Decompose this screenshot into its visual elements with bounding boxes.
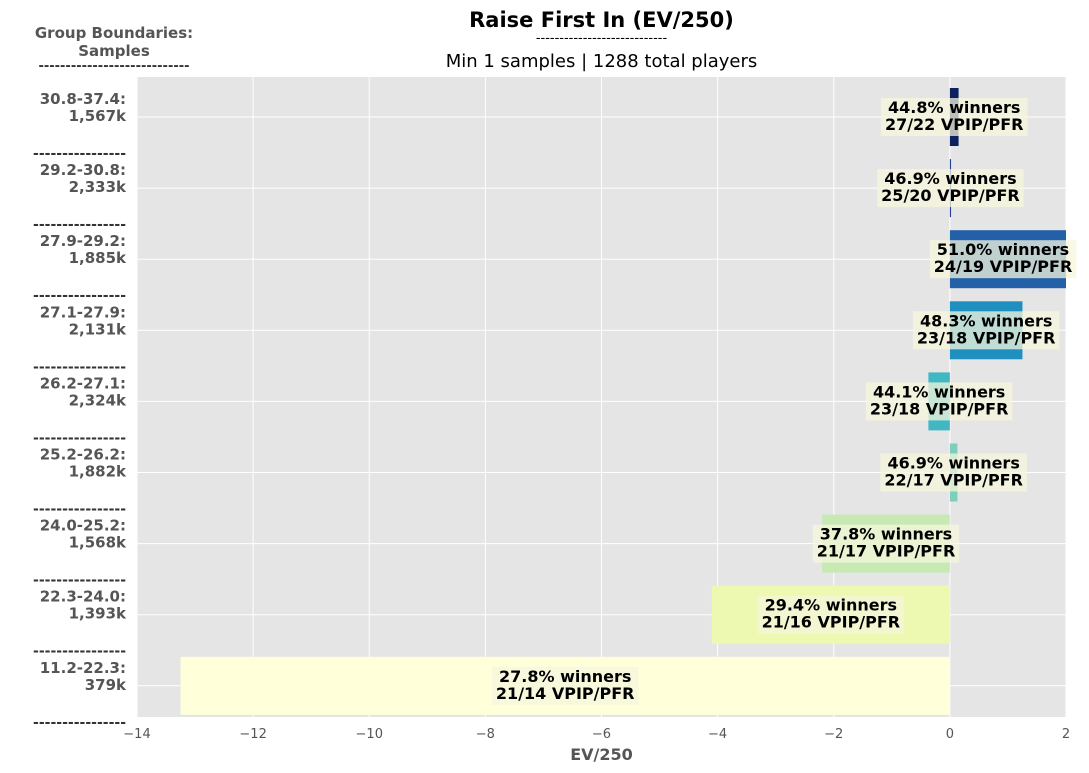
bar-label-vpip-pfr: 21/17 VPIP/PFR	[817, 542, 956, 561]
bar-label-vpip-pfr: 21/16 VPIP/PFR	[762, 613, 901, 632]
y-tick-range: 29.2-30.8:	[40, 161, 126, 179]
y-group-separator: ----------------	[33, 217, 126, 233]
y-group-separator: ----------------	[33, 146, 126, 162]
x-axis-label: EV/250	[570, 745, 633, 764]
y-tick-range: 30.8-37.4:	[40, 90, 126, 108]
title-rule: ----------------------------	[535, 31, 668, 46]
x-tick-label: −14	[123, 727, 150, 742]
bar-label-box	[865, 382, 1013, 421]
bar-label-winners: 46.9% winners	[884, 169, 1016, 188]
y-tick-samples: 379k	[85, 676, 127, 694]
bar-label-vpip-pfr: 21/14 VPIP/PFR	[496, 684, 635, 703]
x-tick-label: −12	[239, 727, 266, 742]
y-group-separator: ----------------	[33, 430, 126, 446]
y-tick-samples: 2,333k	[69, 178, 127, 196]
bar-label-vpip-pfr: 22/17 VPIP/PFR	[884, 471, 1023, 490]
bar-label-winners: 27.8% winners	[499, 667, 631, 686]
y-tick-samples: 1,882k	[69, 463, 127, 481]
chart-title: Raise First In (EV/250)	[469, 8, 734, 32]
y-tick-range: 22.3-24.0:	[40, 588, 126, 606]
y-tick-range: 27.1-27.9:	[40, 303, 126, 321]
x-tick-label: −6	[592, 727, 611, 742]
bar-label-winners: 48.3% winners	[920, 311, 1052, 330]
bar-label-winners: 44.1% winners	[873, 382, 1005, 401]
bar-label-box	[491, 666, 639, 705]
y-tick-samples: 2,324k	[69, 391, 127, 409]
y-group-separator: ----------------	[33, 573, 126, 589]
bar-label-vpip-pfr: 23/18 VPIP/PFR	[917, 328, 1056, 347]
y-group-separator: ----------------	[33, 359, 126, 375]
bar-label-vpip-pfr: 25/20 VPIP/PFR	[881, 186, 1020, 205]
bar-label-winners: 44.8% winners	[888, 98, 1020, 117]
chart-subtitle: Min 1 samples | 1288 total players	[445, 51, 758, 72]
y-tick-range: 26.2-27.1:	[40, 374, 126, 392]
x-tick-labels: −14 −12 −10 −8 −6 −4 −2 0 2	[123, 727, 1070, 742]
y-tick-range: 25.2-26.2:	[40, 446, 126, 464]
bar-label-vpip-pfr: 27/22 VPIP/PFR	[885, 115, 1024, 134]
bar-label-box	[812, 524, 960, 563]
x-tick-label: −4	[708, 727, 727, 742]
x-tick-label: 0	[946, 727, 954, 742]
bar-label-box	[880, 98, 1028, 136]
y-group-separator: ----------------	[33, 715, 126, 731]
x-tick-label: −2	[824, 727, 843, 742]
y-group-separator: ----------------	[33, 502, 126, 518]
y-tick-samples: 1,567k	[69, 107, 127, 125]
y-tick-samples: 1,885k	[69, 249, 127, 267]
bars	[180, 88, 1066, 715]
y-tick-samples: 1,568k	[69, 534, 127, 552]
bar-label-winners: 29.4% winners	[765, 596, 897, 615]
bar-label-vpip-pfr: 24/19 VPIP/PFR	[934, 257, 1073, 276]
group-heading-rule: ----------------------------	[38, 59, 190, 74]
x-tick-label: 2	[1062, 727, 1070, 742]
bar-label-box	[929, 240, 1077, 279]
bar-label-winners: 37.8% winners	[820, 525, 952, 544]
group-heading-line1: Group Boundaries:	[34, 24, 194, 42]
bar-label-box	[877, 169, 1024, 208]
y-tick-range: 24.0-25.2:	[40, 517, 126, 535]
y-tick-labels: 30.8-37.4:1,567k----------------29.2-30.…	[33, 90, 127, 731]
y-tick-range: 11.2-22.3:	[40, 659, 126, 677]
y-group-separator: ----------------	[33, 288, 126, 304]
x-tick-label: −10	[356, 727, 383, 742]
y-tick-samples: 1,393k	[69, 605, 127, 623]
x-tick-label: −8	[476, 727, 495, 742]
group-heading-line2: Samples	[78, 42, 150, 60]
bar-label-box	[912, 311, 1060, 350]
group-boundaries-heading: Group Boundaries: Samples	[14, 24, 214, 60]
bar-label-winners: 51.0% winners	[937, 240, 1069, 259]
bar-label-vpip-pfr: 23/18 VPIP/PFR	[870, 399, 1009, 418]
bar-label-box	[757, 595, 905, 634]
bar-label-winners: 46.9% winners	[887, 454, 1019, 473]
bar-label-box	[880, 453, 1027, 492]
y-tick-range: 27.9-29.2:	[40, 232, 126, 250]
y-group-separator: ----------------	[33, 644, 126, 660]
y-tick-samples: 2,131k	[69, 320, 127, 338]
